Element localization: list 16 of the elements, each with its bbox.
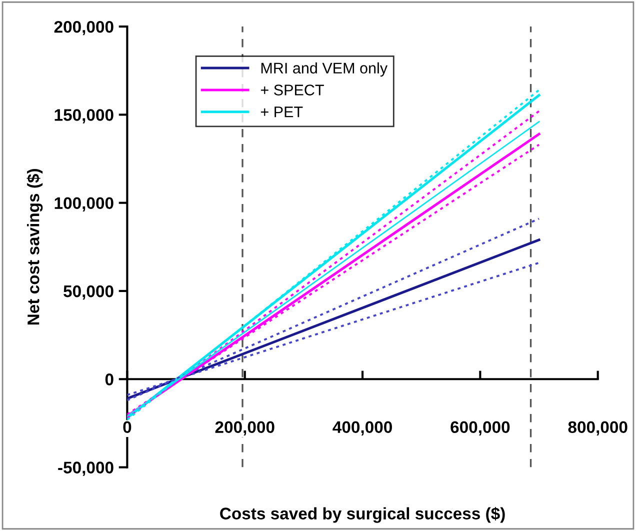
- x-tick-label: 600,000: [450, 421, 510, 436]
- x-axis-title: Costs saved by surgical success ($): [220, 506, 505, 523]
- legend-label: MRI and VEM only: [261, 62, 388, 77]
- legend-label: + SPECT: [260, 84, 324, 96]
- x-tick-label: 800,000: [568, 421, 628, 436]
- y-tick-label: 150,000: [54, 109, 114, 124]
- y-tick-label: 200,000: [54, 20, 114, 36]
- x-tick-label: 200,000: [215, 421, 274, 436]
- y-tick-label: 100,000: [54, 197, 114, 212]
- y-axis-title: Net cost savings ($): [26, 169, 43, 325]
- legend-label: + PET: [260, 106, 303, 118]
- y-tick-label: -50,000: [58, 462, 114, 476]
- y-tick-label: 0: [105, 374, 114, 386]
- x-tick-label: 400,000: [332, 421, 392, 436]
- x-tick-label: 0: [123, 421, 132, 434]
- y-tick-label: 50,000: [64, 285, 114, 300]
